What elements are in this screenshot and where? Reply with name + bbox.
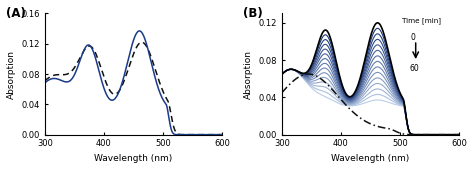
- Text: 60: 60: [410, 64, 419, 73]
- Text: (A): (A): [6, 7, 26, 20]
- Text: 0: 0: [410, 33, 415, 42]
- X-axis label: Wavelength (nm): Wavelength (nm): [331, 154, 410, 163]
- Y-axis label: Absorption: Absorption: [7, 50, 16, 99]
- Y-axis label: Absorption: Absorption: [244, 50, 253, 99]
- Text: (B): (B): [243, 7, 263, 20]
- Text: Time [min]: Time [min]: [402, 17, 441, 24]
- X-axis label: Wavelength (nm): Wavelength (nm): [94, 154, 173, 163]
